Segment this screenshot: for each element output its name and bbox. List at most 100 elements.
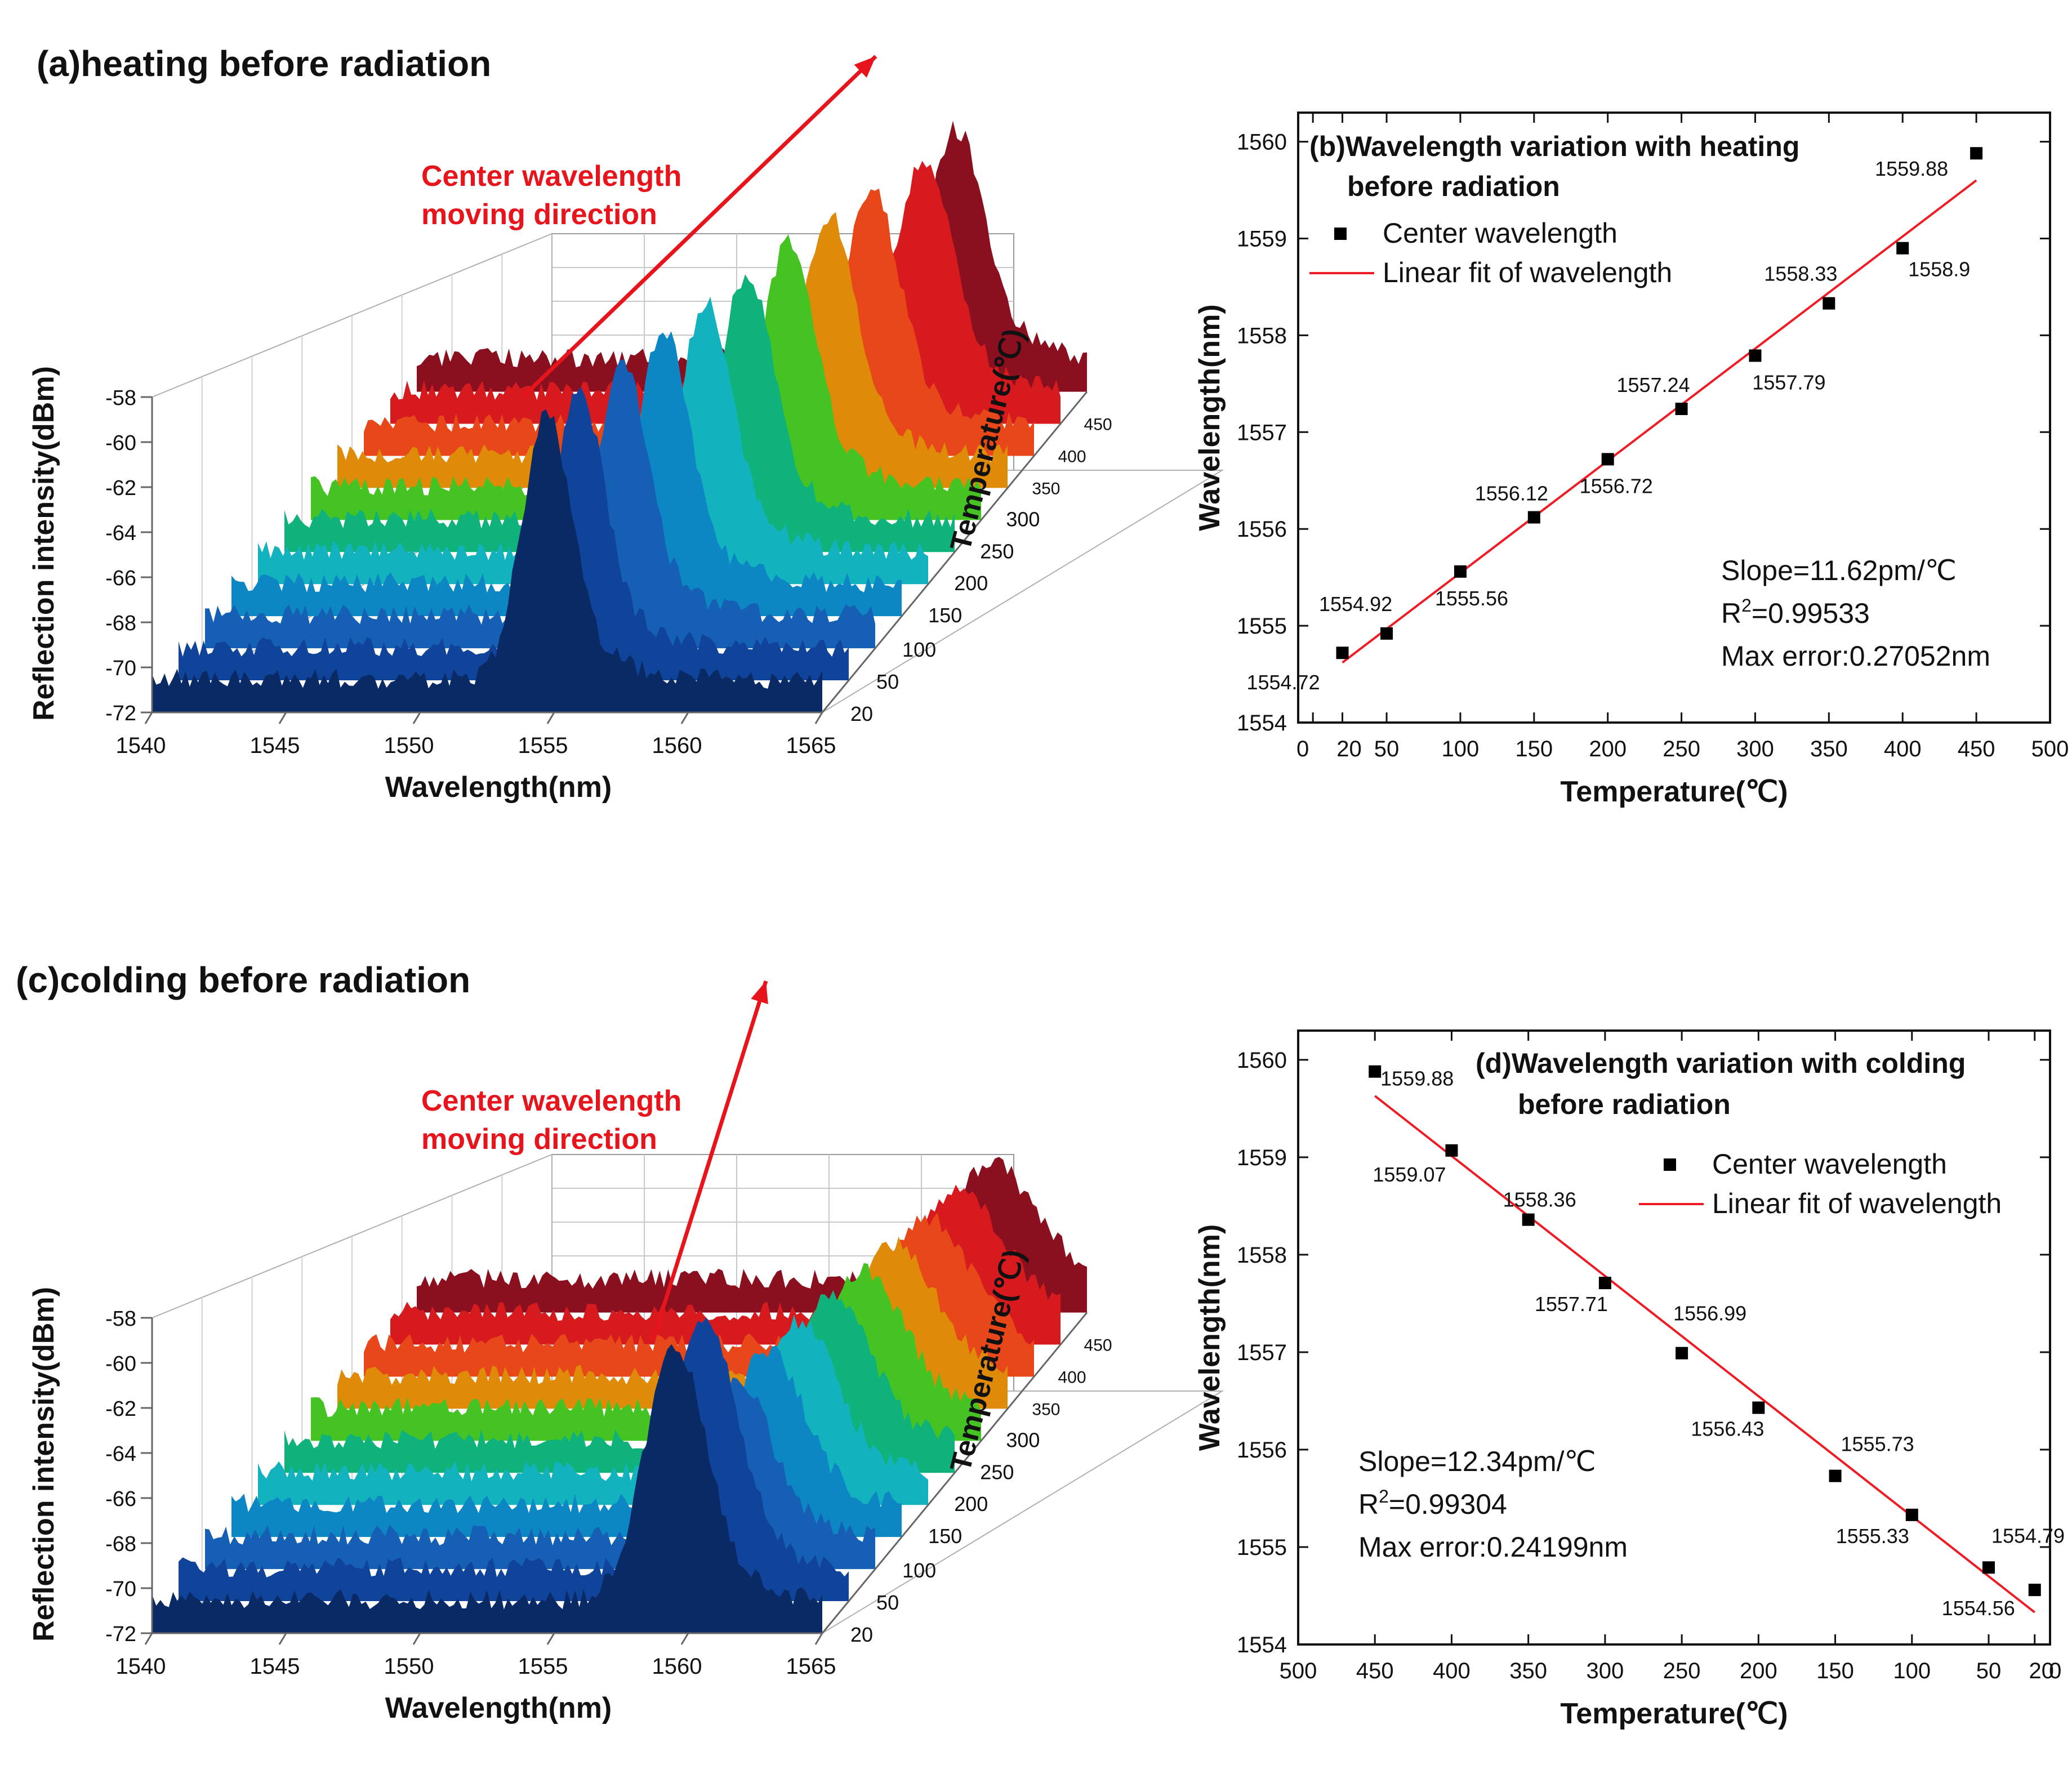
x-tick-label: 400 xyxy=(1884,737,1922,761)
z-tick-label: 350 xyxy=(1032,479,1060,498)
stat-slope: Slope=12.34pm/℃ xyxy=(1358,1446,1596,1477)
data-point xyxy=(1380,627,1393,640)
data-point-label: 1554.79 xyxy=(1991,1524,2065,1547)
data-point xyxy=(2028,1584,2041,1597)
x-axis-title: Temperature(℃) xyxy=(1560,775,1788,808)
x-tick-mark xyxy=(546,1633,555,1645)
y-tick-label: -68 xyxy=(105,612,136,635)
panel-b-heating-scatter: 1554 1555 1556 1557 1558 1559 1560 0 20 50 100 150 2… xyxy=(1193,112,2069,808)
z-tick-label: 100 xyxy=(902,638,936,661)
stat-slope: Slope=11.62pm/℃ xyxy=(1721,555,1957,586)
data-point-label: 1558.9 xyxy=(1908,258,1970,281)
data-point-label: 1557.24 xyxy=(1617,373,1690,396)
x-tick-label: 250 xyxy=(1663,737,1700,761)
x-tick-label: 100 xyxy=(1442,737,1480,761)
x-tick-label: 500 xyxy=(2031,737,2069,761)
x-tick-mark xyxy=(144,1633,153,1645)
direction-arrow-head xyxy=(751,981,768,1005)
stat-max-error: Max error:0.24199nm xyxy=(1358,1531,1628,1563)
y-tick-label: -60 xyxy=(105,1352,136,1376)
legend-label-fit: Linear fit of wavelength xyxy=(1383,257,1672,288)
x-tick-label: 300 xyxy=(1587,1659,1624,1683)
annotation-text-line1: Center wavelength xyxy=(421,1085,681,1117)
y-tick-label: -66 xyxy=(105,1487,136,1511)
spectrum-slice-200 xyxy=(258,296,928,585)
y-tick-label: 1555 xyxy=(1237,614,1287,639)
data-point-label: 1555.33 xyxy=(1836,1525,1909,1548)
x-tick-label: 0 xyxy=(2049,1659,2061,1683)
data-point-label: 1559.88 xyxy=(1875,157,1948,180)
x-tick-label: 20 xyxy=(1336,737,1362,761)
x-tick-label: 1550 xyxy=(384,733,434,758)
spectrum-slice-300 xyxy=(311,234,981,520)
x-tick-label: 400 xyxy=(1433,1659,1471,1683)
y-tick-label: -72 xyxy=(105,702,136,725)
z-tick-label: 200 xyxy=(954,1492,988,1516)
y-tick-label: -62 xyxy=(105,476,136,500)
x-tick-label: 1550 xyxy=(384,1654,434,1679)
z-tick-label: 20 xyxy=(850,702,873,725)
data-point xyxy=(1676,1347,1688,1360)
y-tick-label: -70 xyxy=(105,657,136,680)
x-tick-label: 50 xyxy=(1374,737,1400,761)
panel-a-3d-spectra: 1540 1545 1550 1555 1560 1565 -72 -70 -68 -66 -64 -… xyxy=(28,43,1224,804)
z-axis-line xyxy=(821,1312,1088,1634)
plot-frame xyxy=(1297,112,2051,724)
x-tick-label: 1560 xyxy=(652,733,702,758)
direction-arrow-head xyxy=(854,56,876,78)
y-axis-title: Wavelength(nm) xyxy=(1193,304,1226,531)
z-tick-label: 250 xyxy=(980,540,1014,563)
stat-r2-prefix: R xyxy=(1358,1488,1379,1520)
data-point xyxy=(1454,565,1467,578)
x-tick-label: 1555 xyxy=(518,733,568,758)
legend-marker-points xyxy=(1664,1158,1676,1171)
x-tick-label: 0 xyxy=(1296,737,1309,761)
x-tick-mark xyxy=(412,1633,421,1645)
data-point xyxy=(1522,1213,1535,1226)
z-tick-label: 150 xyxy=(928,604,962,627)
y-tick-label: 1557 xyxy=(1237,420,1287,445)
x-tick-label: 1545 xyxy=(250,1654,300,1679)
data-point xyxy=(1823,297,1835,310)
x-tick-mark xyxy=(814,1633,823,1645)
data-point-label: 1556.99 xyxy=(1673,1302,1746,1325)
z-tick-label: 300 xyxy=(1006,1428,1040,1451)
x-tick-label: 350 xyxy=(1810,737,1848,761)
x-tick-label: 200 xyxy=(1589,737,1627,761)
x-tick-mark xyxy=(278,712,287,724)
panel-title-line2: before radiation xyxy=(1347,171,1560,202)
stat-r2-value: =0.99304 xyxy=(1389,1488,1507,1520)
z-axis-line xyxy=(821,391,1088,713)
y-tick-label: 1558 xyxy=(1237,323,1287,348)
data-point xyxy=(1982,1561,1995,1574)
stat-max-error: Max error:0.27052nm xyxy=(1721,640,1990,672)
data-point-label: 1556.72 xyxy=(1580,474,1653,497)
data-point xyxy=(1905,1508,1918,1521)
z-tick-label: 50 xyxy=(876,670,899,693)
stat-r2-sup: 2 xyxy=(1379,1486,1389,1507)
data-point-label: 1554.72 xyxy=(1246,671,1320,694)
data-point-label: 1558.36 xyxy=(1503,1188,1576,1211)
spectrum-slice-20 xyxy=(152,409,822,712)
annotation-text-line2: moving direction xyxy=(421,1123,657,1156)
direction-arrow-line xyxy=(521,55,877,399)
y-tick-label: -62 xyxy=(105,1397,136,1421)
x-axis-title: Wavelength(nm) xyxy=(385,1692,612,1724)
z-tick-label: 350 xyxy=(1032,1400,1060,1419)
data-point-label: 1557.79 xyxy=(1752,371,1825,394)
data-point xyxy=(1598,1277,1611,1290)
panel-title-line1: (b)Wavelength variation with heating xyxy=(1309,131,1799,162)
x-tick-label: 450 xyxy=(1958,737,1995,761)
z-tick-label: 20 xyxy=(850,1623,873,1646)
panel-c-3d-spectra: 1540 1545 1550 1555 1560 1565 -72 -70 -68 -66 -64 -… xyxy=(16,960,1224,1724)
x-tick-label: 1540 xyxy=(116,733,166,758)
x-tick-label: 100 xyxy=(1893,1659,1931,1683)
x-tick-label: 150 xyxy=(1515,737,1553,761)
data-point xyxy=(1675,403,1688,416)
data-point xyxy=(1970,147,1983,160)
data-point-label: 1559.07 xyxy=(1373,1163,1446,1186)
annotation-text-line2: moving direction xyxy=(421,198,657,231)
x-tick-label: 1565 xyxy=(786,1654,836,1679)
y-tick-label: -64 xyxy=(105,522,136,545)
y-tick-label: 1558 xyxy=(1237,1243,1287,1268)
